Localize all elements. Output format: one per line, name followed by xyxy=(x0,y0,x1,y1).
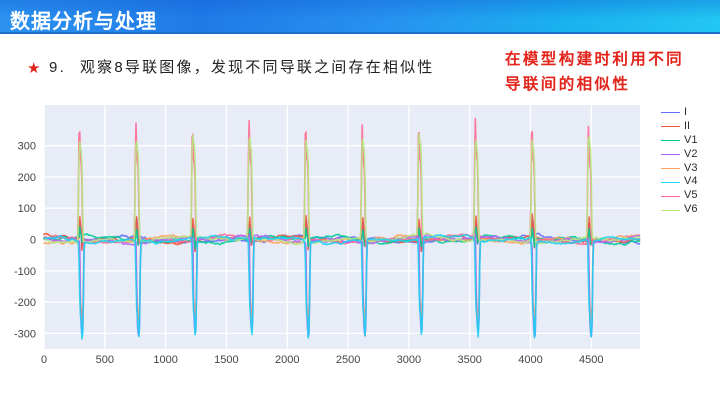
svg-text:-100: -100 xyxy=(14,266,36,278)
svg-text:3500: 3500 xyxy=(457,354,481,366)
svg-text:2000: 2000 xyxy=(275,354,299,366)
svg-text:4000: 4000 xyxy=(518,354,542,366)
svg-text:-200: -200 xyxy=(14,297,36,309)
svg-text:1500: 1500 xyxy=(214,354,238,366)
svg-text:500: 500 xyxy=(96,354,114,366)
svg-text:0: 0 xyxy=(41,354,47,366)
svg-text:300: 300 xyxy=(18,141,36,153)
svg-text:4500: 4500 xyxy=(579,354,603,366)
svg-text:200: 200 xyxy=(18,172,36,184)
svg-text:100: 100 xyxy=(18,203,36,215)
svg-text:3000: 3000 xyxy=(397,354,421,366)
svg-text:0: 0 xyxy=(30,235,36,247)
svg-text:-300: -300 xyxy=(14,328,36,340)
svg-text:2500: 2500 xyxy=(336,354,360,366)
svg-text:1000: 1000 xyxy=(153,354,177,366)
